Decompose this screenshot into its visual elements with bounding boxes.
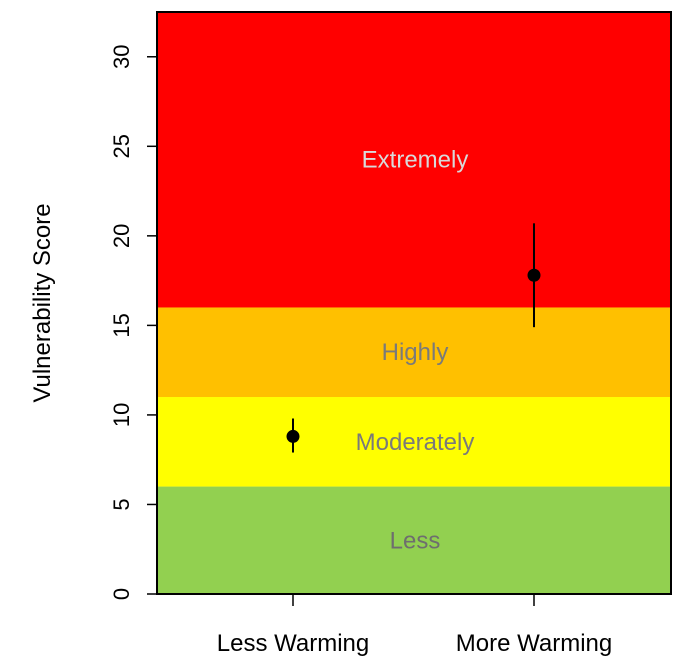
point-layer (286, 223, 541, 453)
band-label-extremely: Extremely (362, 147, 469, 174)
band-less (157, 486, 671, 594)
x-axis: Less Warming More Warming (217, 594, 612, 657)
y-tick-label-15: 15 (109, 313, 134, 337)
band-extremely (157, 12, 671, 308)
x-tick-label-0: Less Warming (217, 630, 369, 657)
y-tick-label-0: 0 (109, 588, 134, 600)
band-label-moderately: Moderately (356, 429, 475, 456)
x-tick-label-1: More Warming (456, 630, 612, 657)
data-point-0 (286, 429, 300, 443)
band-label-less: Less (390, 527, 441, 554)
y-tick-label-10: 10 (109, 403, 134, 427)
y-tick-label-25: 25 (109, 134, 134, 158)
y-tick-label-30: 30 (109, 45, 134, 69)
band-layer (157, 12, 671, 594)
y-tick-label-5: 5 (109, 498, 134, 510)
band-moderately (157, 397, 671, 487)
y-axis-title: Vulnerability Score (29, 203, 56, 402)
band-label-layer: Less Moderately Highly Extremely (356, 147, 475, 555)
y-tick-label-20: 20 (109, 224, 134, 248)
band-highly (157, 307, 671, 398)
data-point-1 (527, 268, 541, 282)
band-label-highly: Highly (382, 339, 449, 366)
y-axis: 0 5 10 15 20 25 30 (109, 45, 158, 600)
